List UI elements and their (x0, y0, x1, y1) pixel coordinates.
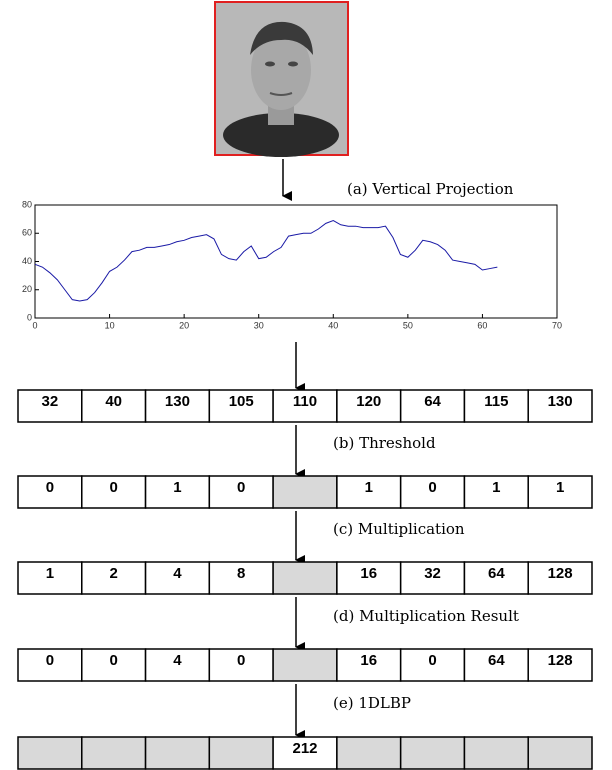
cell-value: 16 (360, 652, 377, 669)
cell-value: 1 (173, 479, 181, 496)
cell-value: 0 (46, 652, 54, 669)
caption: (c) Multiplication (333, 520, 465, 538)
cell-empty (209, 737, 273, 769)
cell-value: 1 (556, 479, 564, 496)
caption: (e) 1DLBP (333, 694, 411, 712)
cell-empty (337, 737, 401, 769)
cell-value: 0 (46, 479, 54, 496)
cell-value: 120 (356, 393, 381, 410)
y-tick-label: 60 (22, 228, 32, 238)
diagram: (a) Vertical Projection (b) Threshold (c… (0, 0, 612, 770)
cell-value: 0 (428, 479, 436, 496)
y-tick-label: 80 (22, 199, 32, 209)
cell-value: 2 (109, 565, 117, 582)
cell-value: 0 (109, 479, 117, 496)
cell-value: 4 (173, 565, 182, 582)
cell-empty (18, 737, 82, 769)
cell-value: 64 (488, 652, 505, 669)
cell-value: 212 (292, 740, 317, 757)
cell-value: 16 (360, 565, 377, 582)
cell-value: 64 (488, 565, 505, 582)
plot-frame (35, 205, 557, 318)
x-tick-label: 70 (552, 320, 562, 330)
x-tick-label: 0 (32, 320, 37, 330)
cell-value: 128 (548, 565, 573, 582)
cell-value: 1 (365, 479, 373, 496)
cell-empty (82, 737, 146, 769)
cell-value: 40 (105, 393, 122, 410)
cell-empty (146, 737, 210, 769)
cell-value: 0 (428, 652, 436, 669)
cell-empty (273, 649, 337, 681)
cell-empty (528, 737, 592, 769)
face-photo (215, 2, 348, 157)
cell-value: 0 (109, 652, 117, 669)
cell-value: 4 (173, 652, 182, 669)
x-tick-label: 60 (477, 320, 487, 330)
cell-value: 0 (237, 652, 245, 669)
x-tick-label: 20 (179, 320, 189, 330)
y-tick-label: 40 (22, 256, 32, 266)
cell-empty (401, 737, 465, 769)
cell-value: 115 (484, 393, 508, 410)
cell-value: 1 (492, 479, 500, 496)
cell-value: 1 (46, 565, 54, 582)
cell-value: 130 (548, 393, 573, 410)
y-tick-label: 20 (22, 284, 32, 294)
cell-value: 110 (293, 393, 317, 410)
cell-value: 128 (548, 652, 573, 669)
x-tick-label: 30 (254, 320, 264, 330)
caption: (a) Vertical Projection (347, 180, 514, 198)
y-tick-label: 0 (27, 312, 32, 322)
cell-empty (273, 476, 337, 508)
caption: (d) Multiplication Result (333, 607, 519, 625)
projection-line (35, 221, 497, 302)
cell-empty (273, 562, 337, 594)
x-tick-label: 40 (328, 320, 338, 330)
x-tick-label: 10 (105, 320, 115, 330)
caption: (b) Threshold (333, 434, 436, 452)
cell-value: 0 (237, 479, 245, 496)
x-tick-label: 50 (403, 320, 413, 330)
cell-value: 32 (42, 393, 59, 410)
cell-value: 64 (424, 393, 441, 410)
cell-value: 130 (165, 393, 190, 410)
cell-value: 32 (424, 565, 441, 582)
cell-empty (464, 737, 528, 769)
cell-value: 105 (229, 393, 254, 410)
cell-value: 8 (237, 565, 245, 582)
